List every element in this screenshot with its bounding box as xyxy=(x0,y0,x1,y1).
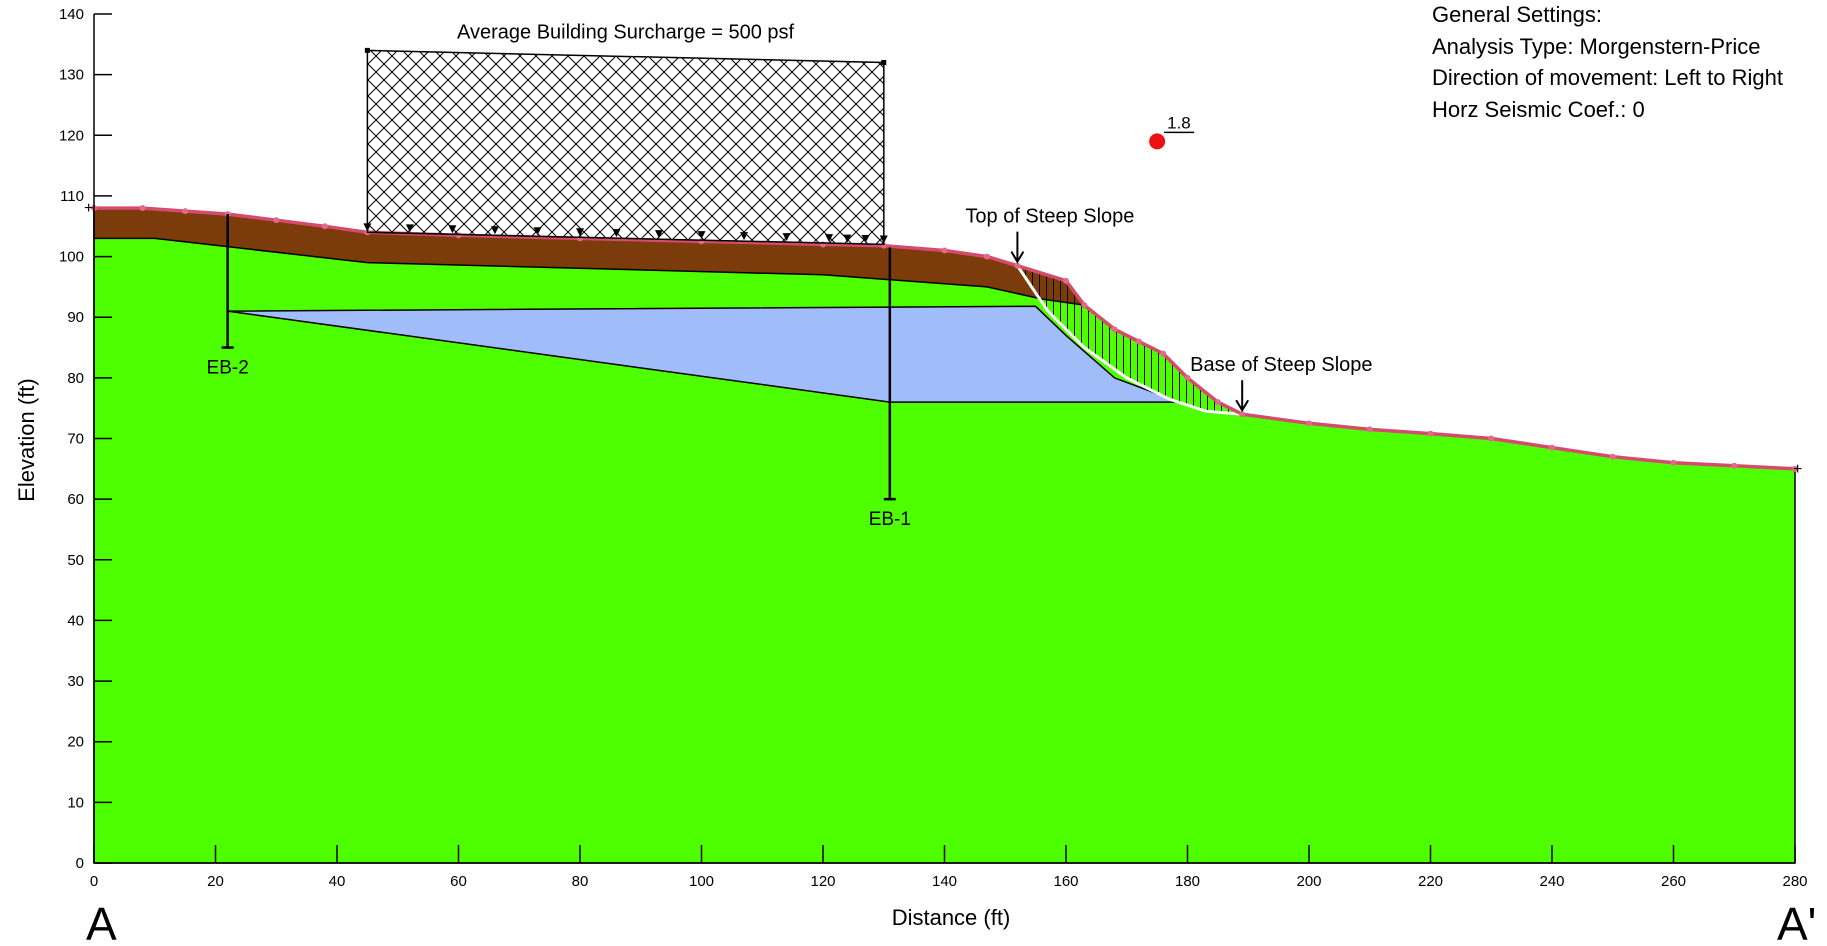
x-tick-label: 280 xyxy=(1782,873,1807,890)
surcharge-load xyxy=(366,49,885,246)
y-tick-label: 30 xyxy=(67,673,84,690)
x-tick-label: 40 xyxy=(329,873,346,890)
water-lens xyxy=(227,305,1176,403)
y-tick-label: 80 xyxy=(67,370,84,387)
settings-direction: Direction of movement: Left to Right xyxy=(1432,65,1783,90)
section-start-label: A xyxy=(86,898,117,946)
boring-label: EB-1 xyxy=(869,509,911,530)
x-tick-label: 20 xyxy=(207,873,224,890)
axes: 0 10 20 30 40 50 60 70 80 90 100 110 120 130 140 0 20 40 6… xyxy=(59,6,1808,890)
x-tick-label: 240 xyxy=(1539,873,1564,890)
settings-heading: General Settings: xyxy=(1432,2,1602,27)
surcharge-corner xyxy=(364,47,370,53)
surcharge-arrow xyxy=(825,234,834,243)
surface-point xyxy=(1239,411,1246,418)
surface-point xyxy=(1063,277,1069,284)
surcharge-arrow xyxy=(490,226,499,235)
surcharge-arrow xyxy=(654,230,663,239)
surface-point xyxy=(1792,465,1798,472)
boring-label: EB-2 xyxy=(207,358,249,379)
x-tick-label: 160 xyxy=(1053,873,1078,890)
y-tick-label: 140 xyxy=(59,6,84,23)
surcharge-arrow xyxy=(879,235,888,244)
surface-point xyxy=(1111,326,1118,333)
factor-of-safety-label: 1.8 xyxy=(1167,113,1191,132)
annotation-label: Base of Steep Slope xyxy=(1190,354,1372,376)
annotation-arrow-head xyxy=(1010,251,1025,264)
surface-point xyxy=(1214,399,1221,406)
x-tick-label: 60 xyxy=(450,873,467,890)
x-tick-label: 220 xyxy=(1418,873,1443,890)
x-tick-label: 180 xyxy=(1175,873,1200,890)
surcharge-arrow xyxy=(740,232,749,241)
annotation-arrow-head xyxy=(1235,399,1250,413)
surface-point xyxy=(1731,462,1738,469)
settings-seismic: Horz Seismic Coef.: 0 xyxy=(1432,97,1645,122)
surface-point xyxy=(1160,350,1167,357)
ground-surface-line xyxy=(94,206,1796,471)
y-tick-label: 100 xyxy=(59,249,84,266)
x-tick-label: 140 xyxy=(932,873,957,890)
y-axis-title: Elevation (ft) xyxy=(14,378,39,502)
y-tick-label: 90 xyxy=(67,309,84,326)
surface-point xyxy=(1549,444,1555,451)
surcharge-arrow xyxy=(612,229,621,238)
x-tick-label: 100 xyxy=(689,873,714,890)
surcharge-arrow xyxy=(782,233,791,242)
y-tick-label: 130 xyxy=(59,67,84,84)
surface-point xyxy=(1184,374,1191,381)
y-tick-label: 50 xyxy=(67,552,84,569)
section-geometry: + + Average Building Surcharge = 500 psf EB… xyxy=(84,21,1802,864)
surface-point xyxy=(1014,262,1021,269)
y-tick-label: 120 xyxy=(59,127,84,144)
start-marker: + xyxy=(84,200,93,217)
y-tick-label: 60 xyxy=(67,491,84,508)
surface-point xyxy=(182,208,189,215)
surface-point xyxy=(1081,302,1088,309)
critical-slip-surface xyxy=(1016,264,1243,416)
y-tick-label: 40 xyxy=(67,612,84,629)
annotations: Top of Steep Slope Base of Steep Slope 1.8 xyxy=(965,113,1373,413)
surface-point xyxy=(1427,430,1434,437)
y-tick-label: 20 xyxy=(67,734,84,751)
surcharge-arrow xyxy=(363,223,372,232)
surface-point xyxy=(1609,453,1616,460)
surcharge-arrow xyxy=(843,234,852,243)
end-marker: + xyxy=(1793,461,1802,478)
surface-point xyxy=(1366,426,1373,433)
surface-point xyxy=(941,247,948,254)
x-tick-label: 260 xyxy=(1661,873,1686,890)
surcharge-arrow xyxy=(697,231,706,240)
surcharge-arrow xyxy=(576,228,584,237)
x-axis-title: Distance (ft) xyxy=(892,905,1011,930)
surface-point xyxy=(1488,435,1495,442)
x-tick-label: 120 xyxy=(810,873,835,890)
surface-point xyxy=(1306,420,1312,427)
x-tick-label: 200 xyxy=(1296,873,1321,890)
surface-point xyxy=(984,253,991,260)
x-tick-label: 80 xyxy=(572,873,589,890)
surcharge-arrow xyxy=(448,225,457,234)
surface-point xyxy=(321,223,328,230)
surcharge-arrow xyxy=(405,224,414,233)
surface-point xyxy=(139,205,146,212)
y-tick-label: 70 xyxy=(67,431,84,448)
x-tick-label: 0 xyxy=(90,873,98,890)
surcharge-arrow xyxy=(533,227,542,236)
y-tick-label: 110 xyxy=(60,188,84,205)
surface-point xyxy=(1135,338,1142,345)
surface-point xyxy=(1670,459,1677,466)
surcharge-label: Average Building Surcharge = 500 psf xyxy=(457,21,795,43)
y-tick-label: 0 xyxy=(76,855,84,872)
surcharge-arrow xyxy=(861,235,870,244)
critical-center-point xyxy=(1149,133,1166,150)
settings-analysis-type: Analysis Type: Morgenstern-Price xyxy=(1432,34,1761,59)
section-end-label: A' xyxy=(1777,898,1816,946)
surface-point xyxy=(273,217,280,224)
surcharge-corner xyxy=(881,60,887,66)
y-tick-label: 10 xyxy=(67,794,84,811)
annotation-label: Top of Steep Slope xyxy=(965,206,1134,228)
